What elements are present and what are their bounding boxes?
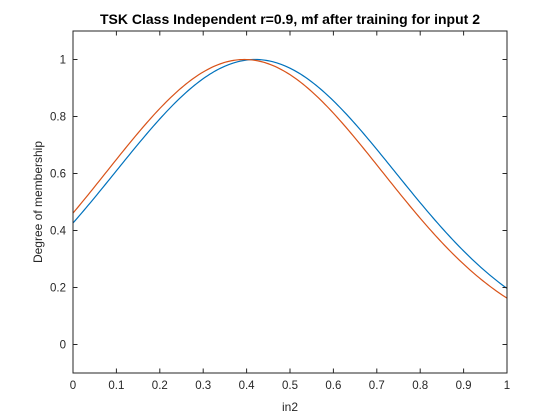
x-tick-label: 1 [504, 380, 510, 392]
series-line-2 [72, 58, 508, 299]
x-tick-label: 0.5 [282, 380, 298, 392]
y-tick-label: 0.8 [50, 112, 66, 124]
x-tick-label: 0.9 [456, 380, 472, 392]
x-axis-label: in2 [282, 400, 298, 414]
y-tick-label: 0.6 [50, 169, 66, 181]
y-tick-label: 1 [60, 55, 66, 67]
ticks-group: 0 0.1 0.2 0.3 0.4 0.5 0.6 0.7 0.8 0.9 1 0 0.2 0.4 0.6 0… [50, 31, 510, 392]
x-tick-label: 0.6 [325, 380, 341, 392]
x-tick-label: 0 [70, 380, 76, 392]
series-line-1 [72, 58, 508, 289]
x-tick-label: 0.1 [108, 380, 124, 392]
y-tick-label: 0 [60, 340, 66, 352]
plot-area [73, 31, 507, 373]
x-tick-label: 0.4 [239, 380, 256, 392]
x-tick-label: 0.3 [195, 380, 211, 392]
series-group [72, 58, 508, 299]
x-tick-label: 0.2 [152, 380, 168, 392]
chart-title: TSK Class Independent r=0.9, mf after tr… [100, 11, 480, 27]
y-tick-label: 0.4 [50, 226, 67, 238]
x-tick-label: 0.8 [412, 380, 428, 392]
y-tick-label: 0.2 [50, 283, 66, 295]
y-axis-label: Degree of membership [31, 141, 45, 263]
x-tick-label: 0.7 [369, 380, 385, 392]
